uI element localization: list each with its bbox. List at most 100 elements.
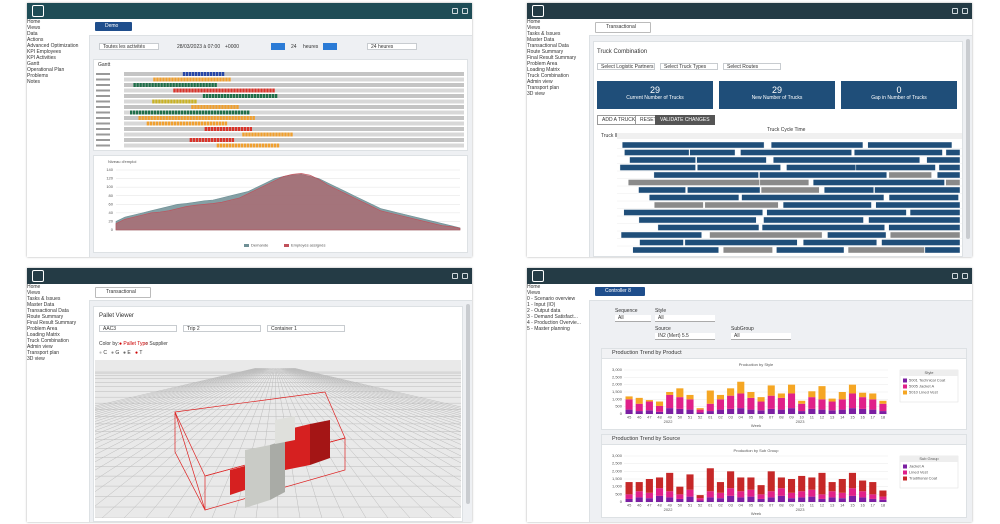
nav-item[interactable]: Home	[527, 19, 541, 25]
radio[interactable]: ● Pallet Type	[119, 341, 149, 347]
section: Production Trend by Product Production b…	[601, 348, 967, 430]
tab[interactable]: Transactional	[595, 22, 651, 33]
nav-item[interactable]: Final Result Summary	[527, 55, 577, 61]
nav-item[interactable]: Tasks & Issues	[527, 31, 561, 37]
y-tick-label: 0	[620, 411, 623, 416]
nav-item[interactable]: Admin view	[527, 79, 553, 85]
icon[interactable]	[952, 8, 958, 14]
nav-item[interactable]: Views	[527, 290, 541, 296]
select[interactable]: Container 1	[267, 325, 345, 332]
select[interactable]: 24 heures	[367, 43, 417, 50]
trip-bar	[868, 216, 961, 224]
nav-item[interactable]: Gantt	[27, 61, 40, 67]
nav-item[interactable]: Transactional Data	[527, 43, 569, 49]
icon[interactable]	[962, 8, 968, 14]
icon[interactable]	[462, 8, 468, 14]
select[interactable]: IN2 (Mert) 5.5	[655, 333, 715, 340]
nav-item[interactable]: Loading Matrix	[527, 67, 560, 73]
nav-item[interactable]: Home	[27, 284, 41, 290]
icon[interactable]	[452, 8, 458, 14]
gantt-block	[198, 138, 202, 142]
column-header: Truck ID	[601, 133, 620, 139]
nav-item[interactable]: Actions	[27, 37, 44, 43]
nav-item[interactable]: 3 - Demand Satisfact...	[527, 314, 578, 320]
gantt-row	[124, 116, 464, 120]
select[interactable]: Select Routes	[723, 63, 781, 70]
nav-item[interactable]: Final Result Summary	[27, 320, 77, 326]
button[interactable]: ADD A TRUCK	[597, 115, 641, 125]
nav-item[interactable]: KPI Employees	[27, 49, 62, 55]
select[interactable]: All	[655, 315, 715, 322]
nav-item[interactable]: Route Summary	[27, 314, 64, 320]
nav-item[interactable]: Advanced Optimization	[27, 43, 79, 49]
nav-item[interactable]: Transport plan	[527, 85, 560, 91]
select[interactable]: AAC3	[99, 325, 177, 332]
select[interactable]: Trip 2	[183, 325, 261, 332]
radio[interactable]: ○ Supplier	[145, 341, 168, 347]
tab[interactable]: Controller 8	[595, 287, 645, 296]
nav-item[interactable]: 4 - Production Overvie...	[527, 320, 581, 326]
x-tick-label: 17	[871, 415, 876, 420]
button[interactable]	[271, 43, 285, 50]
select[interactable]: All	[615, 315, 651, 322]
icon[interactable]	[962, 273, 968, 279]
nav-item[interactable]: Home	[27, 19, 41, 25]
select[interactable]: All	[731, 333, 791, 340]
3d-viewport[interactable]	[95, 360, 461, 518]
trip-bar	[704, 201, 779, 209]
x-tick-label: 17	[871, 503, 876, 508]
nav-item[interactable]: 2 - Output data	[527, 308, 561, 314]
nav-item[interactable]: Admin view	[27, 344, 53, 350]
nav-item[interactable]: 1 - Input (IO)	[527, 302, 556, 308]
nav-item[interactable]: Transactional Data	[27, 308, 69, 314]
gantt-block	[196, 83, 199, 87]
nav-item[interactable]: KPI Activities	[27, 55, 56, 61]
icon[interactable]	[452, 273, 458, 279]
nav-item[interactable]: Master Data	[27, 302, 55, 308]
gantt-block	[171, 116, 174, 120]
icon[interactable]	[462, 273, 468, 279]
nav-item[interactable]: Master Data	[527, 37, 555, 43]
nav-item[interactable]: 5 - Master planning	[527, 326, 570, 332]
trip-bar	[684, 239, 798, 246]
nav-item[interactable]: Truck Combination	[27, 338, 69, 344]
nav-item[interactable]: Views	[27, 25, 41, 31]
select[interactable]: Select Logistic Partners	[597, 63, 655, 70]
nav-item[interactable]: Tasks & Issues	[27, 296, 61, 302]
gantt-block	[151, 83, 154, 87]
nav-item[interactable]: Route Summary	[527, 49, 564, 55]
select[interactable]: Toutes les activités	[99, 43, 159, 50]
nav-item[interactable]: Loading Matrix	[27, 332, 60, 338]
gantt-block	[219, 138, 223, 142]
nav-item[interactable]: 3D view	[27, 356, 45, 362]
nav-item[interactable]: Views	[27, 290, 41, 296]
scrollbar[interactable]	[966, 39, 970, 239]
section-header: Production Trend by Product	[602, 349, 966, 359]
gantt-block	[189, 116, 192, 120]
nav-item[interactable]: Truck Combination	[527, 73, 569, 79]
nav-item[interactable]: 0 - Scenario overview	[527, 296, 576, 302]
tab[interactable]: Transactional	[95, 287, 151, 298]
tab[interactable]: Demo	[95, 22, 133, 31]
gantt-block	[201, 138, 205, 142]
nav-item[interactable]: Operational Plan	[27, 67, 65, 73]
nav-item[interactable]: 3D view	[527, 91, 545, 97]
nav-item[interactable]: Notes	[27, 79, 41, 85]
nav-item[interactable]: Transport plan	[27, 350, 60, 356]
gantt-block	[212, 121, 216, 126]
button[interactable]	[323, 43, 337, 50]
nav-item[interactable]: Data	[27, 31, 38, 37]
button[interactable]: VALIDATE CHANGES	[655, 115, 715, 125]
nav-item[interactable]: Problem Area	[27, 326, 58, 332]
icon[interactable]	[952, 273, 958, 279]
gantt-block	[244, 110, 247, 115]
nav-item[interactable]: Problems	[27, 73, 49, 79]
x-tick-label: 01	[708, 415, 713, 420]
scrollbar[interactable]	[466, 304, 470, 504]
gantt-block	[161, 99, 164, 104]
nav-item[interactable]: Problem Area	[527, 61, 558, 67]
nav-item[interactable]: Home	[527, 284, 541, 290]
gantt-block	[218, 72, 222, 76]
select[interactable]: Select Truck Types	[660, 63, 718, 70]
nav-item[interactable]: Views	[527, 25, 541, 31]
